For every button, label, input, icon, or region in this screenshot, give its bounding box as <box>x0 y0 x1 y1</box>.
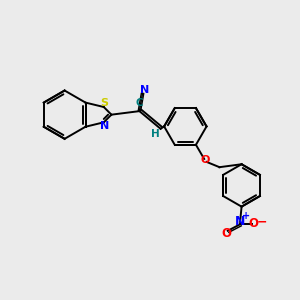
Text: O: O <box>221 227 231 240</box>
Text: O: O <box>249 217 259 230</box>
Text: +: + <box>242 211 250 221</box>
Text: S: S <box>100 98 108 109</box>
Text: −: − <box>256 215 267 228</box>
Text: H: H <box>151 129 160 139</box>
Text: N: N <box>140 85 149 94</box>
Text: O: O <box>201 155 210 165</box>
Text: N: N <box>235 214 245 228</box>
Text: C: C <box>135 98 143 108</box>
Text: N: N <box>100 121 109 131</box>
